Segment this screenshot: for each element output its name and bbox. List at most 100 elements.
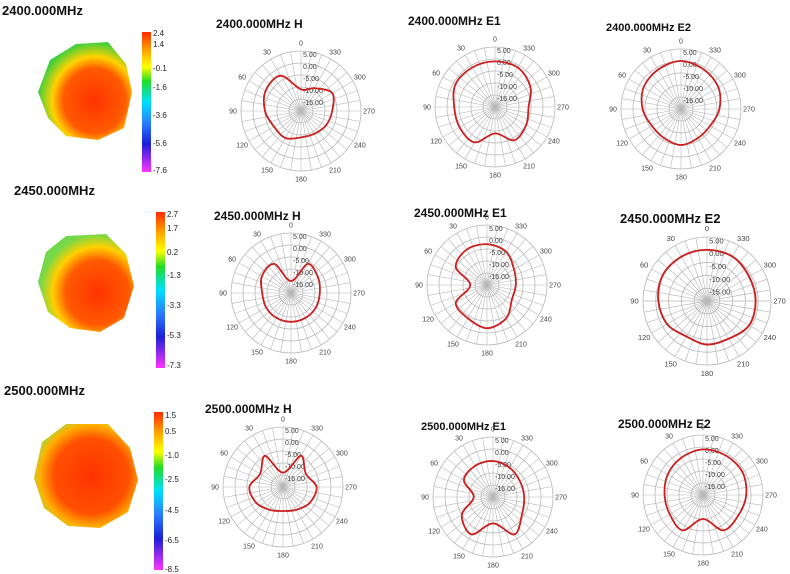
polar-spoke (472, 440, 494, 498)
ring-tick-label: 0.00 (495, 450, 509, 457)
colorbar-tick: -6.5 (165, 536, 179, 545)
angle-tick-label: 210 (311, 543, 323, 550)
angle-tick-label: 240 (756, 527, 768, 534)
angle-tick-label: 270 (555, 495, 567, 502)
polar-spoke (440, 284, 488, 324)
polar-spoke (494, 47, 506, 108)
polar-spoke (702, 494, 724, 552)
polar-spoke (670, 108, 682, 169)
angle-tick-label: 300 (540, 249, 552, 256)
angle-tick-label: 30 (643, 48, 651, 55)
colorbar-tick: 2.7 (167, 210, 179, 219)
polar-spoke (702, 494, 760, 516)
polar-spoke (486, 246, 534, 286)
angle-tick-label: 180 (487, 563, 499, 570)
polar-spoke (680, 49, 692, 110)
ring-tick-label: 5.00 (489, 226, 503, 233)
angle-tick-label: 330 (737, 234, 749, 243)
polar-spoke (226, 486, 284, 508)
polar-spoke (656, 494, 704, 534)
colorbar-tick: 1.5 (165, 411, 177, 420)
polar-spoke (492, 440, 514, 498)
angle-tick-label: 330 (311, 426, 323, 433)
polar-spoke (674, 245, 708, 302)
colorbar-tick: -1.3 (167, 271, 181, 280)
colorbar-tick: -7.6 (153, 166, 167, 175)
colorbar-tick: -4.5 (165, 506, 179, 515)
ring-tick-label: 0.00 (705, 448, 719, 455)
angle-tick-label: 0 (493, 37, 497, 44)
polar-grid (222, 426, 344, 548)
polar-spoke (282, 430, 304, 488)
polar-spoke (248, 110, 302, 142)
polar-spoke (270, 292, 292, 350)
polar-spoke (664, 448, 704, 496)
polar-plot-title: 2400.000MHz E1 (408, 14, 501, 28)
polar-grid (434, 46, 556, 168)
ring-tick-label: -10.00 (285, 464, 305, 471)
polar-spoke (236, 448, 284, 488)
polar-spoke (651, 268, 708, 302)
angle-tick-label: 270 (363, 109, 375, 116)
polar-plot-2450-e2: 0 30 60 90 120 150 180 210 240 270 300 330 5.00 0.00 -… (630, 224, 785, 378)
polar-spoke (476, 225, 488, 286)
angle-tick-label: 60 (430, 461, 438, 468)
polar-spoke (650, 494, 704, 526)
polar-spoke (492, 496, 504, 557)
angle-tick-label: 90 (630, 297, 638, 306)
polar-spoke (282, 486, 322, 534)
polar-spoke (252, 246, 292, 294)
polar-spoke (486, 284, 534, 324)
polar-spoke (486, 284, 547, 296)
angle-tick-label: 30 (245, 426, 253, 433)
polar-spoke (621, 108, 682, 120)
polar-spoke (290, 292, 330, 340)
polar-spoke (702, 494, 742, 542)
angle-tick-label: 30 (457, 46, 465, 53)
polar-spoke (628, 78, 682, 110)
angle-tick-label: 240 (354, 143, 366, 150)
polar-spoke (492, 450, 532, 498)
polar-spoke (680, 108, 712, 162)
polar-spoke (706, 259, 757, 302)
polar-spoke (290, 292, 348, 314)
polar-spoke (430, 284, 488, 306)
polar-plot-title: 2450.000MHz E1 (414, 206, 507, 220)
polar-spoke (706, 278, 768, 302)
polar-spoke (706, 289, 771, 302)
polar-spoke (300, 100, 361, 112)
polar-spoke (680, 108, 734, 140)
polar-spoke (494, 106, 534, 154)
polar-spoke (456, 232, 488, 286)
frequency-title-2450: 2450.000MHz (14, 183, 95, 198)
polar-spoke (692, 494, 704, 555)
polar-spoke (680, 108, 728, 148)
colorbar-tick: -8.5 (165, 565, 179, 574)
polar-spoke (680, 56, 712, 110)
polar-spoke (270, 110, 302, 164)
ring-tick-label: -15.00 (293, 282, 313, 289)
polar-spoke (486, 284, 544, 306)
polar-spoke (494, 106, 548, 138)
colorbar-2500: 1.5 0.5 -1.0 -2.5 -4.5 -6.5 -8.5 (154, 411, 179, 574)
polar-plot-2400-e1: 0 30 60 90 120 150 180 210 240 270 300 330 5.00 0.00 -… (423, 37, 569, 180)
colorbar-tick: -3.6 (153, 111, 167, 120)
polar-spoke (440, 246, 488, 286)
polar-spoke (434, 254, 488, 286)
angle-tick-label: 0 (485, 215, 489, 222)
angle-tick-label: 0 (281, 417, 285, 424)
polar-spoke (680, 88, 738, 110)
angle-tick-label: 60 (220, 451, 228, 458)
polar-spoke (702, 464, 756, 496)
polar-spoke (492, 486, 553, 498)
polar-spoke (300, 80, 354, 112)
angle-tick-label: 150 (261, 167, 273, 174)
polar-spoke (706, 300, 719, 365)
polar-spoke (484, 106, 496, 167)
angle-tick-label: 210 (515, 341, 527, 348)
polar-spoke (680, 108, 702, 166)
polar-spoke (486, 254, 540, 286)
polar-spoke (494, 60, 534, 108)
angle-tick-label: 120 (236, 143, 248, 150)
colorbar-tick: 0.5 (165, 427, 177, 436)
